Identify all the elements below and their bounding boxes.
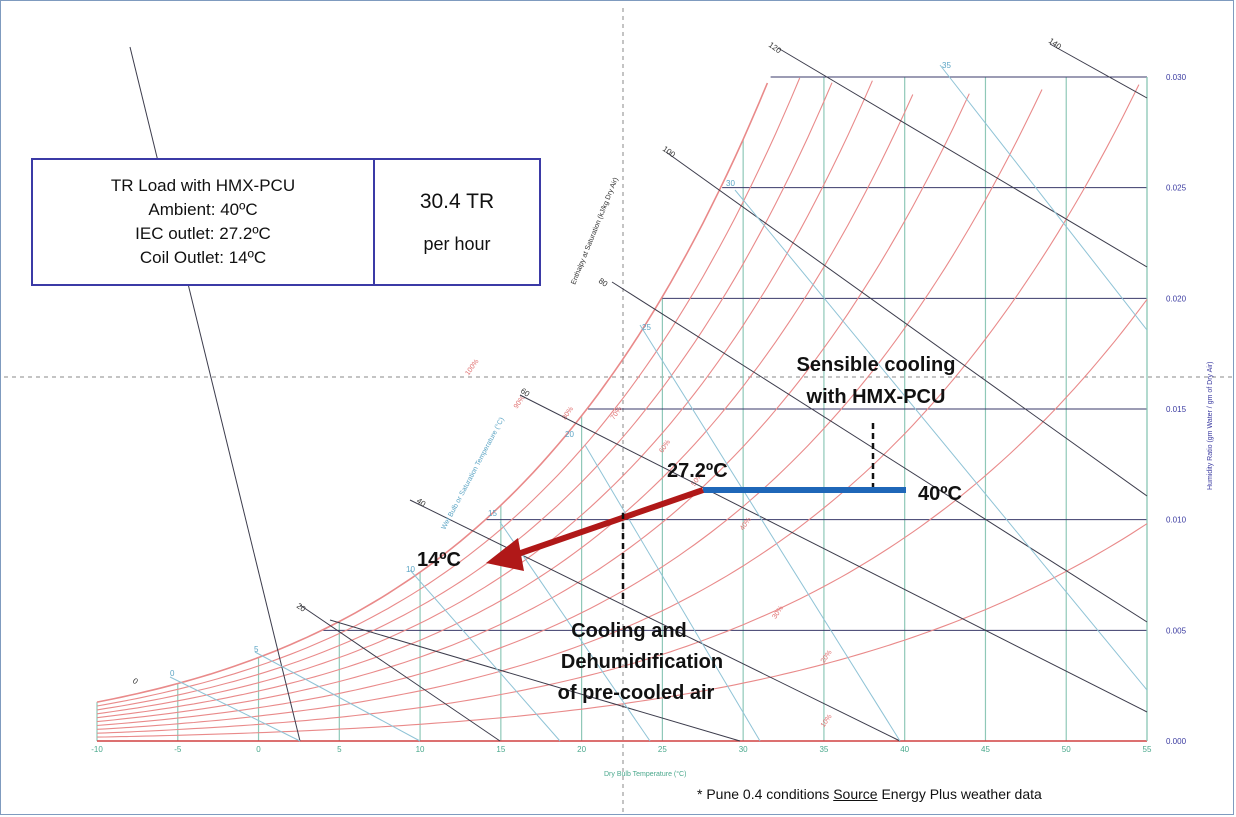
x-tick-label: 20 [577,745,586,754]
y-tick-label: 0.030 [1166,73,1187,82]
wetbulb-line [639,324,901,742]
info-line: Ambient: 40ºC [148,200,258,219]
enthalpy-line [129,46,301,742]
wetbulb-line [169,676,301,742]
enthalpy-line [611,281,1148,623]
wetbulb-line [584,444,761,742]
wetbulb-tick-label: 25 [642,323,651,332]
tr-load-box: TR Load with HMX-PCU Ambient: 40ºC IEC o… [31,158,541,286]
y-tick-label: 0.015 [1166,405,1187,414]
info-line: Coil Outlet: 14ºC [139,248,267,267]
info-line: TR Load with HMX-PCU [110,176,296,195]
info-line: IEC outlet: 27.2ºC [135,224,271,243]
rh-label: 40% [739,516,753,531]
y-tick-label: 0.005 [1166,626,1187,635]
rh-curve-90 [96,77,801,707]
rh-curve-40 [96,89,1043,727]
saturation-axis-title: Enthalpy at Saturation (kJ/kg Dry Air) [570,177,619,286]
x-axis-title: Dry Bulb Temperature (°C) [604,770,686,778]
y-tick-label: 0.025 [1166,184,1187,193]
wetbulb-tick-label: 5 [254,645,259,654]
rh-label: 70% [610,406,624,421]
wetbulb-tick-label: 35 [942,61,951,70]
wetbulb-tick-label: 10 [406,565,415,574]
enthalpy-line [519,394,1148,713]
rh-curve-20 [96,299,1148,734]
x-tick-label: 25 [658,745,667,754]
label-40c: 40ºC [918,483,962,505]
enthalpy-tick-label: 20 [295,601,308,614]
rh-curve-60 [96,94,914,719]
sensible-label-line2: with HMX-PCU [806,386,946,408]
x-tick-label: 40 [900,745,909,754]
rh-label: 10% [820,713,834,728]
cooling-label-line2: Dehumidification [561,651,723,673]
footnote-prefix: * Pune 0.4 conditions [697,786,834,802]
rh-curve-10 [96,523,1148,738]
wetbulb-tick-label: 0 [170,669,175,678]
x-tick-label: 10 [416,745,425,754]
x-tick-label: 15 [496,745,505,754]
wetbulb-tick-label: 20 [565,430,574,439]
rh-curve-100 [96,82,769,703]
enthalpy-tick-label: 120 [767,40,784,55]
rh-curve-50 [96,93,970,723]
enthalpy-line [329,619,741,742]
enthalpy-line [1049,43,1148,99]
x-tick-label: 30 [739,745,748,754]
enthalpy-line [777,47,1148,268]
y-tick-label: 0.010 [1166,516,1187,525]
chart-grid [4,8,1232,815]
y-axis-title: Humidity Ratio (gm Water / gm of Dry Air… [1207,362,1214,491]
enthalpy-tick-label: 100 [661,144,678,159]
rh-curve-30 [96,84,1140,730]
wetbulb-line [254,651,421,742]
enthalpy-tick-label: 0 [131,676,140,686]
enthalpy-tick-label: 40 [415,496,428,509]
x-tick-label: -5 [174,745,182,754]
x-tick-label: -10 [91,745,103,754]
footnote: * Pune 0.4 conditions Source Energy Plus… [697,786,1042,802]
wetbulb-tick-label: 30 [726,179,735,188]
wetbulb-line [409,569,561,742]
info-result: 30.4 TR per hour [375,160,539,284]
wetbulb-line [734,189,1148,691]
x-tick-label: 45 [981,745,990,754]
rh-label: 100% [464,358,480,377]
footnote-suffix: Energy Plus weather data [877,786,1042,802]
enthalpy-tick-label: 80 [597,276,610,289]
x-tick-label: 55 [1143,745,1152,754]
enthalpy-line [409,499,901,742]
rh-curve-70 [96,80,873,715]
wetbulb-line [939,64,1148,331]
label-27-2c: 27.2ºC [667,460,728,482]
tr-unit: per hour [423,233,491,254]
tr-value: 30.4 TR [419,189,495,213]
rh-label: 60% [658,439,672,454]
enthalpy-line [665,151,1148,497]
y-tick-label: 0.020 [1166,294,1187,303]
dehumidification-line [514,487,704,558]
enthalpy-tick-label: 140 [1047,36,1064,51]
x-tick-label: 50 [1062,745,1071,754]
enthalpy-line [299,604,501,742]
y-tick-label: 0.000 [1166,737,1187,746]
wetbulb-line [499,521,651,742]
cooling-label-line3: of pre-cooled air [558,682,715,704]
footnote-source: Source [833,786,878,802]
label-14c: 14ºC [417,549,461,571]
info-conditions: TR Load with HMX-PCU Ambient: 40ºC IEC o… [33,160,375,284]
dehumidification-arrowhead [486,538,524,571]
process-lines: 40ºC 27.2ºC 14ºC Sensible cooling with HMX-P… [417,354,962,704]
wetbulb-tick-label: 15 [488,509,497,518]
sensible-label-line1: Sensible cooling [797,354,956,376]
x-tick-label: 35 [819,745,828,754]
rh-curve-80 [96,82,833,711]
x-tick-label: 0 [256,745,261,754]
cooling-label-line1: Cooling and [571,620,687,642]
x-tick-label: 5 [337,745,342,754]
